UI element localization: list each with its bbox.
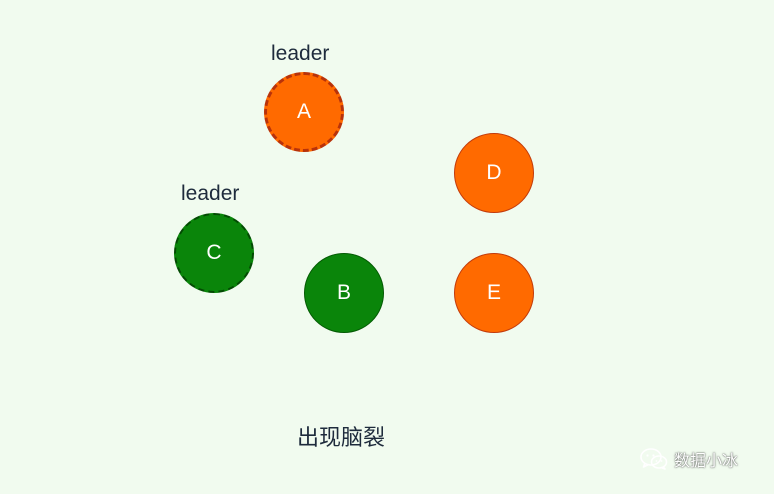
node-d: D [454,133,534,213]
leader-label-a: leader [271,42,330,65]
watermark-text: 数据小冰 [674,451,739,470]
wechat-icon [640,448,668,470]
node-c-label: C [206,241,222,264]
node-e-label: E [486,281,501,304]
node-a-label: A [296,100,311,123]
node-b-label: B [336,281,351,304]
leader-label-c: leader [181,182,240,205]
node-b: B [304,253,384,333]
node-a: A [264,72,344,152]
watermark: 数据小冰 [640,447,738,471]
diagram-caption: 出现脑裂 [297,426,386,451]
node-e: E [454,253,534,333]
node-c: C [174,213,254,293]
node-d-label: D [486,161,502,184]
